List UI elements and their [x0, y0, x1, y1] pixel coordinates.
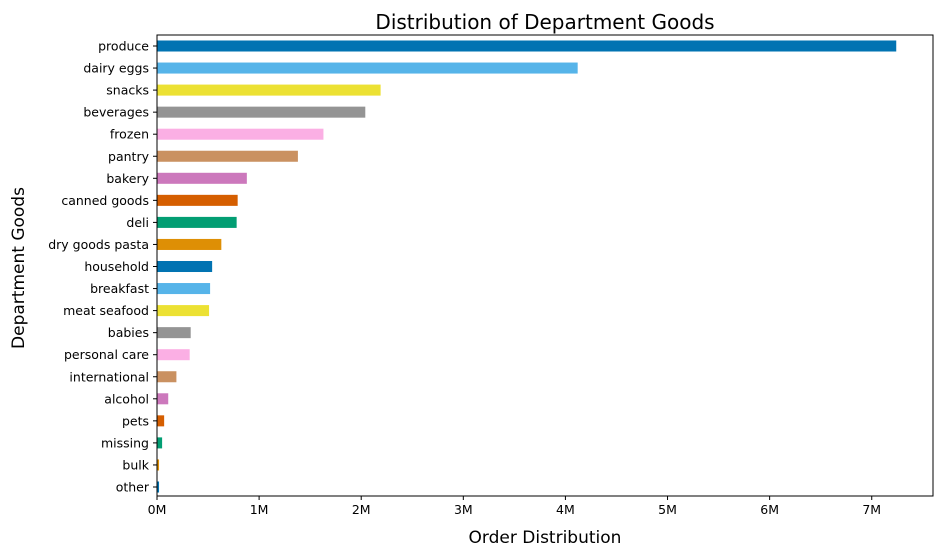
bar [157, 216, 237, 228]
x-axis-label: Order Distribution [469, 528, 622, 548]
bar [157, 393, 169, 405]
x-tick-label: 1M [250, 502, 269, 517]
y-tick-label: pets [122, 413, 149, 428]
bar [157, 260, 213, 273]
x-tick-label: 0M [148, 502, 167, 517]
y-axis-label: Department Goods [9, 187, 29, 349]
bars-group [157, 40, 897, 493]
y-tick-label: meat seafood [63, 303, 149, 318]
y-tick-label: canned goods [61, 193, 149, 208]
y-tick-label: beverages [83, 105, 149, 120]
bar [157, 84, 381, 96]
x-tick-label: 3M [454, 502, 473, 517]
x-tick-label: 2M [352, 502, 371, 517]
y-tick-label: international [69, 369, 149, 384]
x-tick-label: 6M [760, 502, 779, 517]
bar [157, 305, 210, 317]
bar [157, 150, 298, 162]
y-tick-label: deli [126, 215, 149, 230]
bar [157, 481, 160, 493]
bar [157, 349, 190, 361]
bar [157, 283, 211, 295]
bar [157, 106, 366, 118]
y-tick-label: alcohol [104, 391, 149, 406]
bar [157, 172, 247, 184]
bar [157, 238, 222, 250]
bar [157, 327, 191, 339]
chart-title: Distribution of Department Goods [375, 10, 714, 34]
y-tick-label: breakfast [90, 281, 149, 296]
bar [157, 415, 165, 427]
bar [157, 62, 578, 74]
y-tick-label: bakery [106, 171, 149, 186]
x-axis: 0M 1M 2M 3M 4M 5M 6M 7M [148, 496, 881, 517]
y-tick-label: frozen [110, 127, 149, 142]
bar [157, 437, 163, 449]
bar [157, 194, 238, 206]
y-tick-label: pantry [108, 149, 150, 164]
y-tick-label: bulk [122, 457, 149, 472]
bar [157, 128, 324, 140]
y-tick-label: dairy eggs [83, 61, 149, 76]
bar [157, 459, 160, 471]
y-tick-label: dry goods pasta [48, 237, 149, 252]
y-tick-label: household [84, 259, 149, 274]
y-tick-label: produce [98, 39, 149, 54]
y-tick-label: personal care [64, 347, 149, 362]
y-tick-label: babies [108, 325, 149, 340]
bar [157, 371, 177, 383]
y-axis: produce dairy eggs snacks beverages frozen pa… [48, 39, 157, 495]
x-tick-label: 7M [862, 502, 881, 517]
y-tick-label: missing [101, 435, 149, 450]
bar [157, 40, 897, 52]
y-tick-label: snacks [106, 83, 149, 98]
x-tick-label: 4M [556, 502, 575, 517]
y-tick-label: other [116, 480, 150, 495]
plot-frame [156, 34, 934, 497]
x-tick-label: 5M [658, 502, 677, 517]
